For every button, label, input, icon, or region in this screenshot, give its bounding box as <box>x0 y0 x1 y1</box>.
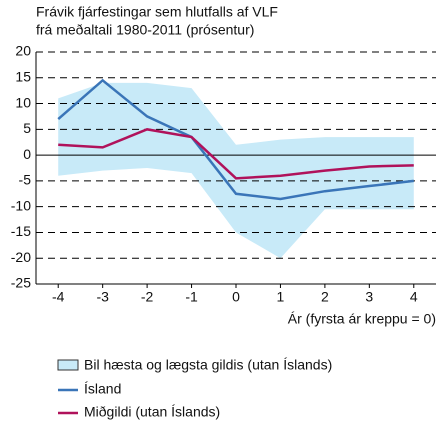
legend-label: Miðgildi (utan Íslands) <box>84 404 220 420</box>
y-tick-label: -15 <box>11 223 31 239</box>
y-tick-label: 5 <box>23 120 31 136</box>
x-tick-label: 2 <box>321 289 329 305</box>
legend-label: Ísland <box>84 381 121 397</box>
y-tick-label: -20 <box>11 249 31 265</box>
x-tick-label: -1 <box>185 289 198 305</box>
x-tick-label: 0 <box>232 289 240 305</box>
y-tick-label: -10 <box>11 197 31 213</box>
y-tick-label: 15 <box>15 68 31 84</box>
chart-title: Frávik fjárfestingar sem hlutfalls af VL… <box>36 4 278 20</box>
x-tick-label: 3 <box>365 289 373 305</box>
y-tick-label: -5 <box>19 172 32 188</box>
x-tick-label: -4 <box>52 289 65 305</box>
x-tick-label: 4 <box>410 289 418 305</box>
line <box>58 128 414 180</box>
y-tick-label: 0 <box>23 146 31 162</box>
line <box>57 78 414 201</box>
y-tick-label: 20 <box>15 43 31 59</box>
x-tick-label: -2 <box>141 289 154 305</box>
range-band <box>58 82 414 259</box>
y-tick-label: 10 <box>15 94 31 110</box>
x-tick-label: -3 <box>96 289 109 305</box>
x-tick-label: 1 <box>277 289 285 305</box>
x-axis-label: Ár (fyrsta ár kreppu = 0) <box>288 311 436 327</box>
chart-title: frá meðaltali 1980-2011 (prósentur) <box>36 22 254 38</box>
legend-label: Bil hæsta og lægsta gildis (utan Íslands… <box>84 357 332 373</box>
legend-swatch <box>57 359 79 371</box>
y-tick-label: -25 <box>11 275 31 291</box>
